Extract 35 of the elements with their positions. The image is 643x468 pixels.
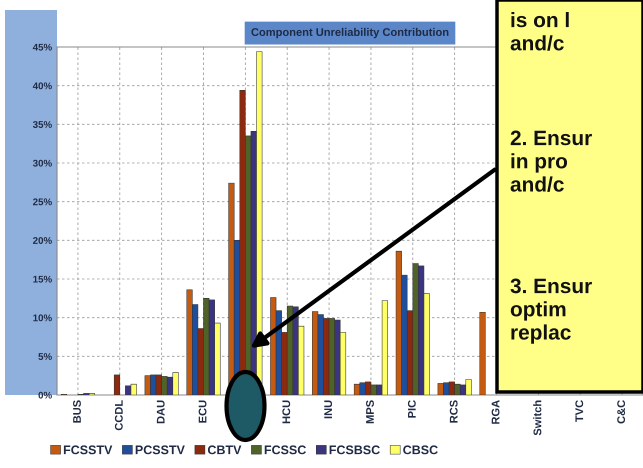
x-tick-label: BUS <box>73 400 81 423</box>
legend-label: PCSSTV <box>136 445 185 454</box>
y-tick-label: 5% <box>38 353 52 360</box>
bar <box>114 374 120 395</box>
y-tick-label: 0% <box>38 392 52 399</box>
y-tick-label: 40% <box>32 82 52 90</box>
x-tick-label: PIC <box>408 400 416 418</box>
legend-label: FCSSC <box>264 445 306 454</box>
x-tick-label: C&C <box>617 400 626 424</box>
x-tick-label: RCS <box>450 400 458 423</box>
y-tick-label: 20% <box>33 237 52 244</box>
annotation: is on l and/c <box>510 12 569 51</box>
legend-label: CBTV <box>208 445 242 454</box>
y-tick-label: 15% <box>33 276 52 283</box>
bar <box>479 312 486 395</box>
chart-title: Component Unreliability Contribution <box>251 28 448 38</box>
annotation: 2. Ensur in pro and/c <box>510 130 592 192</box>
y-tick-label: 25% <box>33 198 52 206</box>
x-tick-label: CCDL <box>114 400 123 430</box>
x-tick-label: MPS <box>366 400 374 424</box>
x-tick-label: Switch <box>533 400 542 436</box>
annotation: 3. Ensur optim replac <box>510 278 592 344</box>
legend-label: FCSSTV <box>64 445 112 454</box>
x-tick-label: DAU <box>156 400 165 424</box>
x-tick-label: INU <box>324 400 332 418</box>
legend-label: FCSBSC <box>330 445 380 454</box>
x-tick-label: HCU <box>282 400 290 424</box>
x-tick-label: TVC <box>575 400 584 422</box>
y-tick-label: 30% <box>32 160 52 167</box>
legend-label: CBSC <box>403 445 438 454</box>
x-tick-label: RGA <box>492 400 500 424</box>
x-tick-label: ECU <box>198 400 206 423</box>
y-tick-label: 45% <box>32 44 52 51</box>
y-tick-label: 35% <box>32 121 52 128</box>
y-tick-label: 10% <box>33 314 52 322</box>
